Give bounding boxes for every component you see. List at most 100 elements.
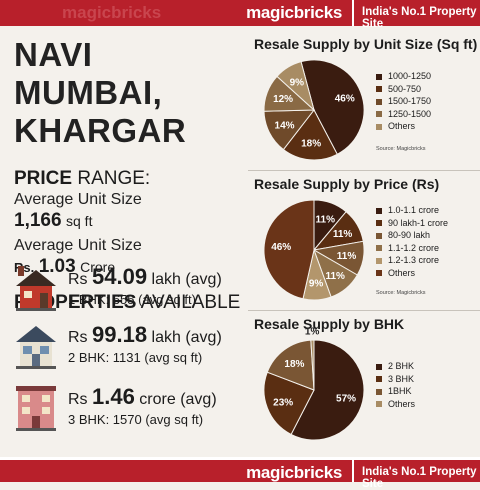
legend-item: 3 BHK xyxy=(376,373,480,386)
property-price: Rs 1.46 crore (avg) xyxy=(68,384,217,409)
footer-brand-tagline: India's No.1 Property Site xyxy=(352,460,480,490)
chart-divider xyxy=(248,170,480,171)
chart-legend: 2 BHK 3 BHK 1BHK Others xyxy=(376,360,480,410)
legend-swatch xyxy=(376,270,382,277)
apartment-icon xyxy=(16,386,56,431)
pie-data-label: 1% xyxy=(305,327,320,338)
legend-label: 1500-1750 xyxy=(388,96,432,106)
locality-name: KHARGAR xyxy=(14,112,187,149)
legend-swatch xyxy=(376,363,382,370)
villa-icon xyxy=(16,326,56,369)
legend-item: Others xyxy=(376,267,480,280)
legend-swatch xyxy=(376,245,382,252)
pie-slice xyxy=(276,61,315,112)
avg-unit-size-value: 1,166 sq ft xyxy=(14,210,93,231)
legend-item: 500-750 xyxy=(376,83,480,96)
pie-slice xyxy=(282,109,338,161)
pie-data-label: 23% xyxy=(273,397,293,408)
pie-chart-bhk: 57% 23% 18% 1% xyxy=(263,327,365,441)
legend-swatch xyxy=(376,98,382,105)
legend-label: 80-90 lakh xyxy=(388,230,431,240)
chart-title: Resale Supply by Unit Size (Sq ft) xyxy=(254,36,478,52)
legend-item: 80-90 lakh xyxy=(376,229,480,242)
legend-label: 2 BHK xyxy=(388,361,415,371)
legend-swatch xyxy=(376,376,382,383)
legend-label: 1000-1250 xyxy=(388,71,432,81)
legend-item: 1000-1250 xyxy=(376,70,480,83)
legend-item: 1250-1500 xyxy=(376,108,480,121)
chart-source: Source: Magicbricks xyxy=(376,290,426,296)
legend-item: 1.1-1.2 crore xyxy=(376,242,480,255)
legend-label: 3 BHK xyxy=(388,373,415,384)
property-bhk: 2 BHK: 1131 (avg sq ft) xyxy=(68,350,203,365)
property-price: Rs 54.09 lakh (avg) xyxy=(68,264,222,289)
property-bhk: 3 BHK: 1570 (avg sq ft) xyxy=(68,412,204,427)
legend-item: Others xyxy=(376,398,480,411)
legend-label: 1.2-1.3 crore xyxy=(388,255,440,265)
property-2bhk: Rs 99.18 lakh (avg) 2 BHK: 1131 (avg sq … xyxy=(14,322,254,378)
legend-item: Others xyxy=(376,120,480,133)
chart-title: Resale Supply by BHK xyxy=(254,316,405,332)
pie-data-label: 11% xyxy=(316,214,336,225)
pie-slice xyxy=(263,371,315,436)
footer-brand-logo[interactable]: magicbricks xyxy=(246,463,342,482)
legend-item: 90 lakh-1 crore xyxy=(376,217,480,230)
price-range-heading: PRICE RANGE: xyxy=(14,168,151,189)
legend-swatch xyxy=(376,111,382,118)
legend-swatch xyxy=(376,388,382,395)
pie-slice xyxy=(300,59,365,155)
legend-swatch xyxy=(376,220,382,227)
legend-swatch xyxy=(376,257,382,264)
pie-data-label: 46% xyxy=(271,242,291,253)
chart-legend: 1000-1250 500-750 1500-1750 1250-1500 Others xyxy=(376,70,480,133)
pie-data-label: 11% xyxy=(333,229,353,240)
legend-label: Others xyxy=(388,267,416,278)
chart-source: Source: Magicbricks xyxy=(376,146,426,152)
legend-swatch xyxy=(376,86,382,93)
legend-label: 1.0-1.1 crore xyxy=(388,205,440,215)
legend-item: 2 BHK xyxy=(376,360,480,373)
pie-data-label: 14% xyxy=(275,120,295,131)
brand-logo[interactable]: magicbricks xyxy=(246,3,342,22)
chart-legend: 1.0-1.1 crore 90 lakh-1 crore 80-90 lakh 1.… xyxy=(376,204,480,279)
house-icon xyxy=(16,266,56,311)
chart-divider xyxy=(248,310,480,311)
pie-data-label: 57% xyxy=(336,393,356,404)
avg-price-label: Average Unit Size xyxy=(14,237,142,254)
legend-label: 500-750 xyxy=(388,83,422,94)
chart-title: Resale Supply by Price (Rs) xyxy=(254,176,440,192)
pie-data-label: 9% xyxy=(290,77,305,88)
pie-data-label: 18% xyxy=(284,359,304,370)
legend-swatch xyxy=(376,232,382,239)
pie-slice xyxy=(263,199,315,300)
property-3bhk: Rs 1.46 crore (avg) 3 BHK: 1570 (avg sq … xyxy=(14,384,254,440)
city-name: NAVI MUMBAI, xyxy=(14,36,163,111)
legend-label: Others xyxy=(388,121,416,131)
pie-data-label: 46% xyxy=(335,93,355,104)
legend-item: 1BHK xyxy=(376,385,480,398)
footer-bar: magicbricks India's No.1 Property Site xyxy=(0,457,480,490)
pie-data-label: 12% xyxy=(273,94,293,105)
pie-data-label: 18% xyxy=(301,138,321,149)
brand-tagline: India's No.1 Property Site xyxy=(352,0,480,30)
legend-swatch xyxy=(376,401,382,408)
legend-swatch xyxy=(376,123,382,130)
legend-label: 1.1-1.2 crore xyxy=(388,242,440,253)
legend-item: 1.0-1.1 crore xyxy=(376,204,480,217)
header-faint-text: magicbricks xyxy=(62,3,162,22)
property-bhk: 1 BHK: 655 (avg sq ft) xyxy=(68,292,196,307)
pie-data-label: 11% xyxy=(325,271,345,282)
legend-label: 1250-1500 xyxy=(388,108,432,119)
legend-swatch xyxy=(376,73,382,80)
legend-swatch xyxy=(376,207,382,214)
legend-item: 1500-1750 xyxy=(376,95,480,108)
pie-slice xyxy=(310,339,315,391)
pie-chart-price: 11%11%11%11%9%46% xyxy=(263,199,365,301)
legend-label: 1BHK xyxy=(388,386,412,396)
pie-data-label: 11% xyxy=(337,251,357,262)
property-1bhk: Rs 54.09 lakh (avg) 1 BHK: 655 (avg sq f… xyxy=(14,264,254,320)
legend-item: 1.2-1.3 crore xyxy=(376,254,480,267)
pie-slice xyxy=(266,339,315,391)
pie-chart-unit-size: 46% 18% 14% 12% 9% xyxy=(263,59,365,161)
header-bar: magicbricks magicbricks India's No.1 Pro… xyxy=(0,0,480,30)
